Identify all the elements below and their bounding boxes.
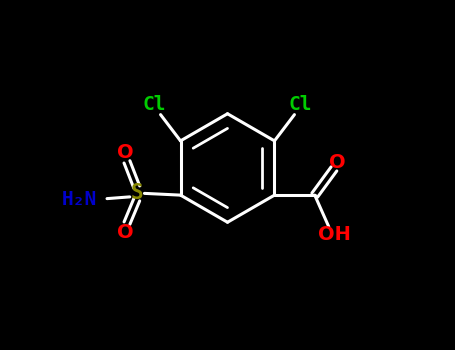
- Text: O: O: [117, 143, 133, 162]
- Text: S: S: [131, 183, 143, 203]
- Text: Cl: Cl: [289, 94, 313, 114]
- Text: Cl: Cl: [142, 94, 166, 114]
- Text: O: O: [117, 223, 133, 242]
- Text: O: O: [329, 153, 346, 172]
- Text: OH: OH: [318, 225, 351, 244]
- Text: H₂N: H₂N: [61, 190, 96, 209]
